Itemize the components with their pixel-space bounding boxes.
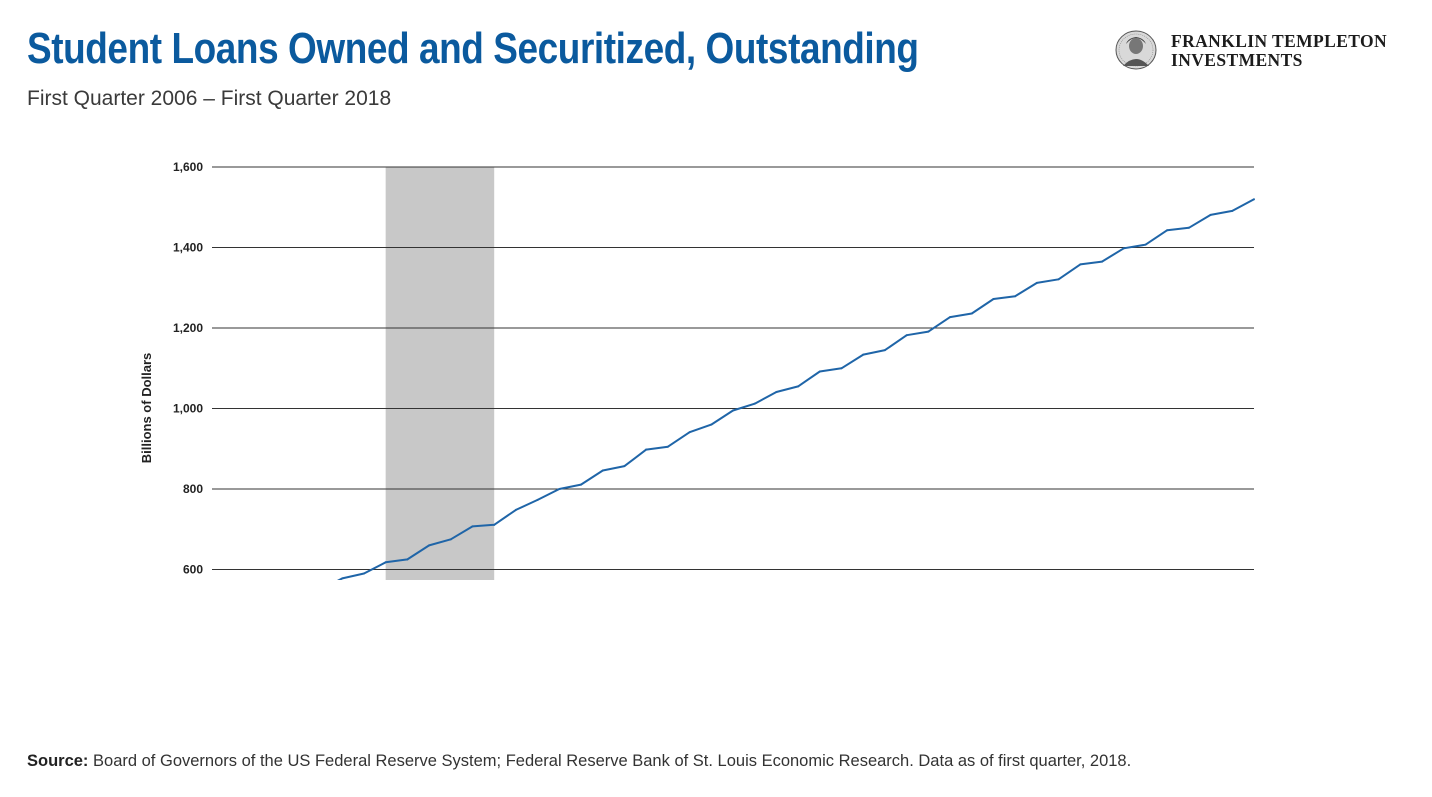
benjamin-franklin-portrait-icon — [1115, 30, 1157, 70]
y-tick-label: 800 — [183, 482, 203, 496]
data-point — [883, 349, 886, 352]
data-point — [970, 312, 973, 315]
data-point — [1122, 247, 1125, 250]
data-point — [688, 431, 691, 434]
data-point — [818, 370, 821, 373]
data-point — [558, 488, 561, 490]
data-point — [1166, 229, 1169, 232]
data-point — [775, 390, 778, 393]
logo-line-1: FRANKLIN TEMPLETON — [1171, 31, 1388, 51]
source-text: Board of Governors of the US Federal Res… — [88, 752, 1132, 770]
recession-band-0 — [385, 167, 495, 580]
data-point — [406, 558, 409, 561]
data-point — [949, 316, 952, 319]
data-point — [428, 544, 431, 547]
data-point — [471, 525, 474, 528]
data-point — [1101, 260, 1104, 263]
data-point — [666, 445, 669, 448]
data-point — [1253, 198, 1255, 201]
y-axis-title: Billions of Dollars — [139, 353, 154, 464]
gridlines — [212, 166, 1254, 570]
y-tick-label: 1,400 — [173, 241, 203, 255]
data-point — [710, 423, 713, 426]
data-point — [449, 538, 452, 541]
series-lines — [336, 198, 1255, 580]
data-point — [645, 448, 648, 451]
data-point — [1057, 278, 1060, 281]
data-point — [514, 508, 517, 511]
data-point — [1144, 243, 1147, 246]
data-point — [493, 523, 496, 526]
data-point — [1014, 295, 1017, 298]
series-line-0 — [336, 198, 1255, 580]
data-point — [580, 483, 583, 486]
y-tick-label: 1,000 — [173, 402, 203, 416]
data-point — [601, 469, 604, 472]
data-point — [623, 465, 626, 468]
data-point — [840, 367, 843, 370]
data-point — [536, 498, 539, 501]
data-point — [732, 409, 734, 412]
data-point — [753, 402, 756, 405]
data-point — [1035, 281, 1038, 284]
page-title: Student Loans Owned and Securitized, Out… — [27, 24, 919, 73]
data-point — [1231, 209, 1234, 212]
data-point — [905, 334, 908, 337]
data-point — [1187, 226, 1190, 229]
data-point — [927, 330, 930, 333]
data-point — [384, 561, 387, 564]
logo-line-2: INVESTMENTS — [1171, 50, 1303, 70]
data-point — [862, 353, 865, 356]
source-label: Source: — [27, 752, 89, 770]
y-tick-label: 1,600 — [173, 160, 203, 174]
data-point — [362, 572, 365, 575]
y-tick-label: 1,200 — [173, 321, 203, 335]
recession-shading — [385, 167, 495, 580]
page-subtitle: First Quarter 2006 – First Quarter 2018 — [27, 87, 392, 110]
data-point — [992, 298, 995, 301]
y-tick-label: 600 — [183, 563, 203, 577]
data-point — [797, 385, 800, 388]
franklin-templeton-logo: FRANKLIN TEMPLETON INVESTMENTS — [1115, 30, 1415, 74]
data-point — [341, 577, 344, 580]
data-point — [1079, 263, 1082, 266]
data-point — [1209, 213, 1212, 216]
source-note: Source: Board of Governors of the US Fed… — [27, 752, 1131, 771]
